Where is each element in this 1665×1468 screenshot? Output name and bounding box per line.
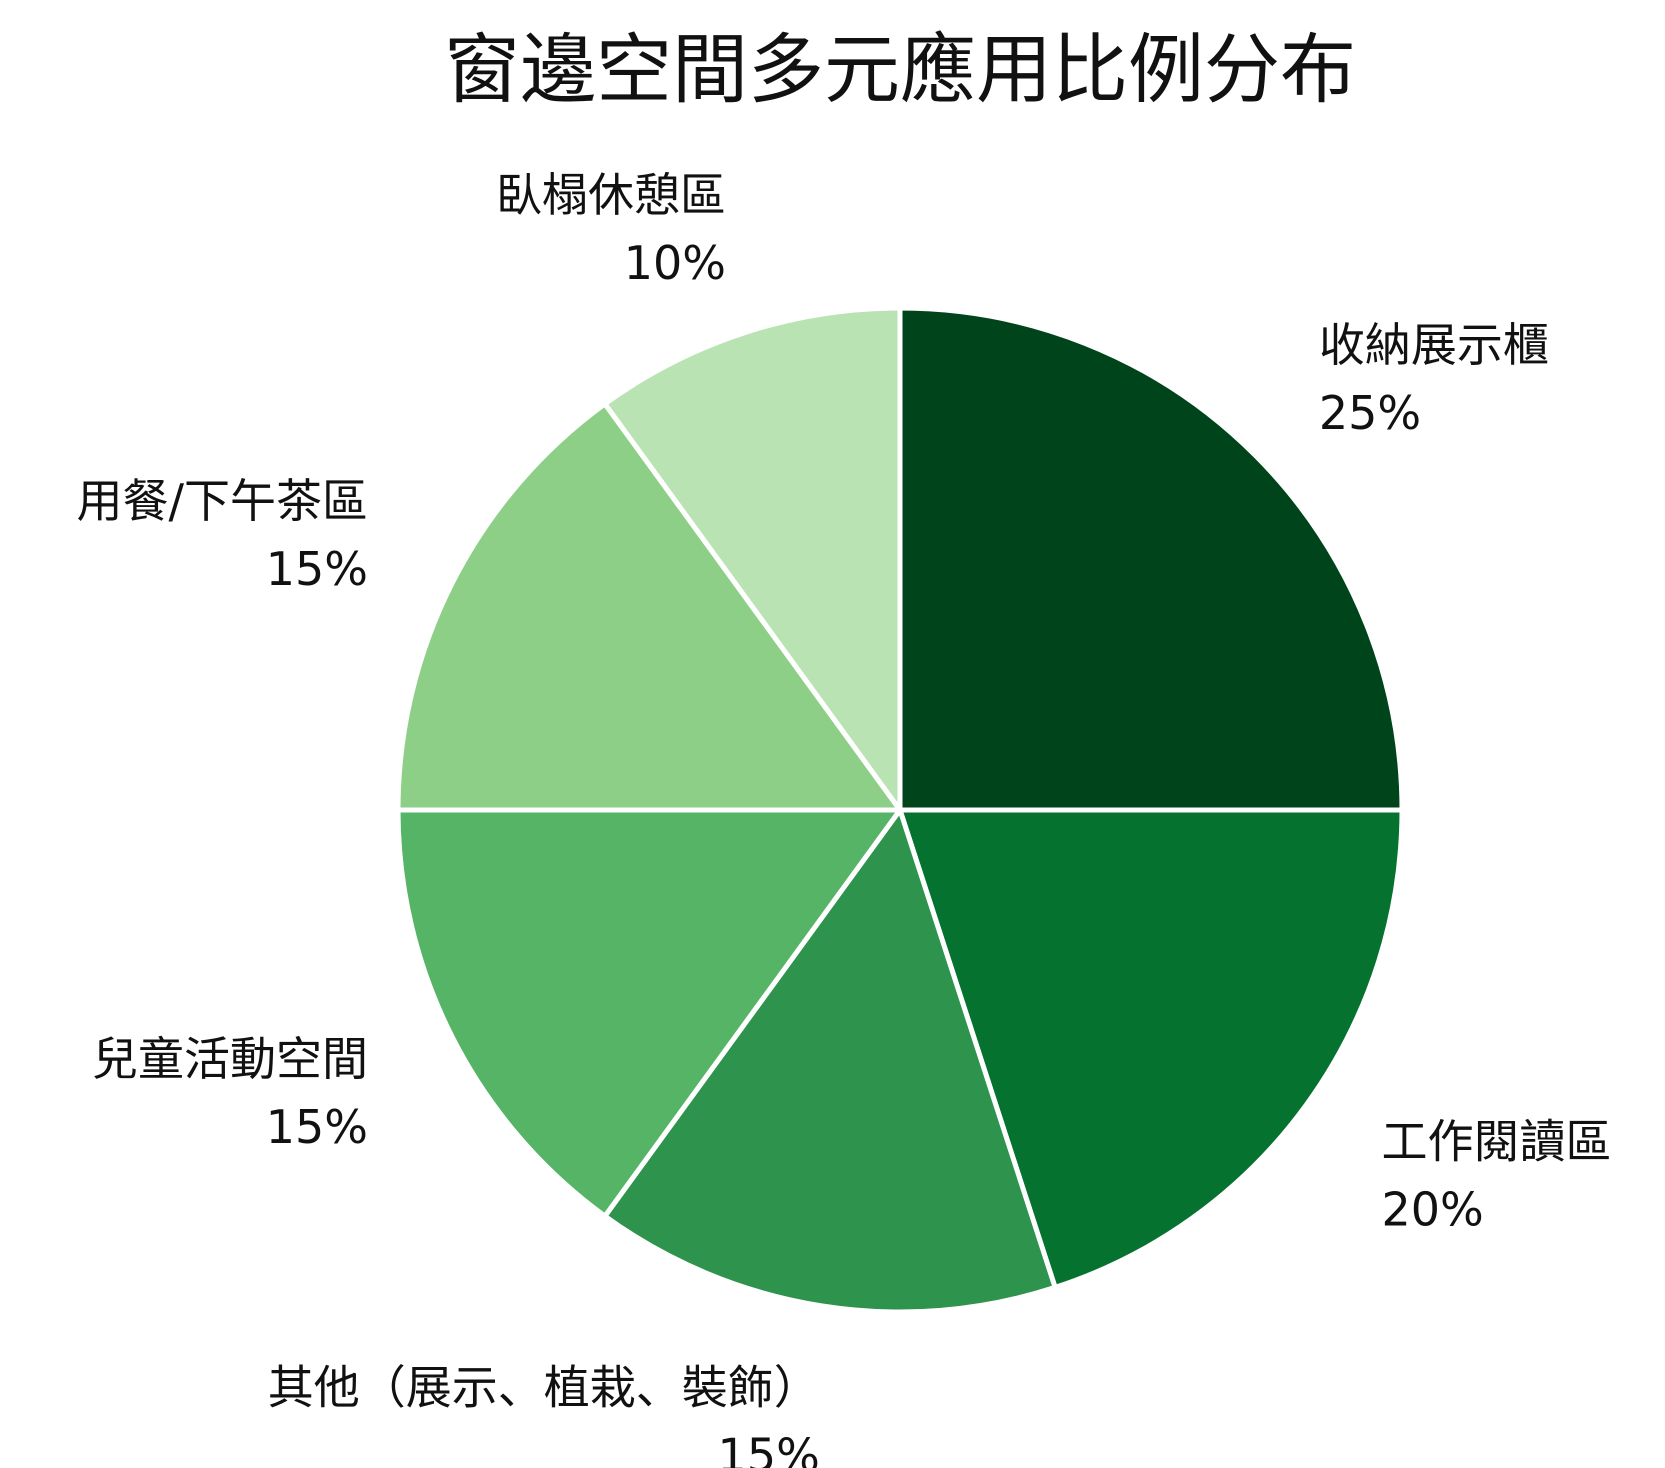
pie-labels: 收納展示櫃 25% 工作閱讀區 20% 其他（展示、植栽、裝飾） 15% 兒童活動空間 15%… bbox=[77, 168, 1612, 1468]
slice-value-label: 20% bbox=[1382, 1183, 1484, 1237]
slice-value-label: 15% bbox=[718, 1428, 820, 1468]
pie-slice bbox=[897, 807, 1405, 1290]
slice-label: 其他（展示、植栽、裝飾） bbox=[268, 1360, 820, 1414]
pie-slice bbox=[395, 807, 903, 1219]
chart-title: 窗邊空間多元應用比例分布 bbox=[444, 25, 1356, 114]
slice-label: 兒童活動空間 bbox=[92, 1032, 368, 1086]
pie-slices bbox=[395, 305, 1405, 1315]
slice-label: 用餐/下午茶區 bbox=[77, 474, 369, 528]
pie-slice bbox=[897, 305, 1405, 813]
pie-slice bbox=[602, 807, 1058, 1315]
slice-value-label: 15% bbox=[266, 542, 368, 596]
pie-slice bbox=[395, 401, 903, 813]
slice-label: 工作閱讀區 bbox=[1382, 1115, 1612, 1169]
slice-value-label: 10% bbox=[624, 236, 726, 290]
slice-value-label: 15% bbox=[266, 1100, 368, 1154]
slice-label: 收納展示櫃 bbox=[1319, 318, 1549, 372]
slice-label: 臥榻休憩區 bbox=[496, 168, 726, 222]
pie-slice bbox=[602, 305, 903, 813]
slice-value-label: 25% bbox=[1319, 386, 1421, 440]
